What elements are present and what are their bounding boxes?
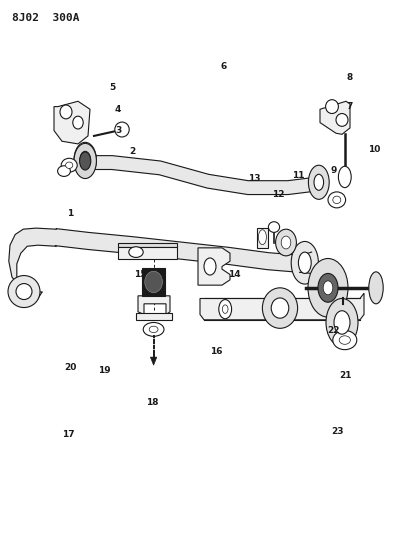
Ellipse shape: [326, 298, 358, 346]
Ellipse shape: [326, 100, 338, 114]
Text: 1: 1: [67, 209, 73, 217]
Ellipse shape: [328, 192, 346, 208]
Ellipse shape: [298, 252, 311, 273]
Ellipse shape: [129, 247, 143, 257]
Text: 3: 3: [115, 126, 121, 135]
Ellipse shape: [8, 276, 40, 308]
Ellipse shape: [308, 165, 329, 199]
Ellipse shape: [58, 166, 70, 176]
Ellipse shape: [80, 152, 91, 170]
Ellipse shape: [115, 122, 129, 137]
Ellipse shape: [291, 241, 318, 284]
Ellipse shape: [333, 330, 357, 350]
Ellipse shape: [281, 236, 291, 249]
Bar: [118, 247, 177, 259]
Text: 18: 18: [146, 398, 158, 407]
Ellipse shape: [204, 258, 216, 275]
Bar: [136, 313, 172, 320]
Text: 13: 13: [248, 174, 260, 183]
Polygon shape: [86, 156, 318, 195]
Text: 17: 17: [62, 430, 74, 439]
Ellipse shape: [60, 105, 72, 119]
Ellipse shape: [145, 271, 162, 293]
Polygon shape: [200, 293, 364, 320]
Ellipse shape: [149, 326, 158, 333]
Text: 14: 14: [228, 270, 240, 279]
Ellipse shape: [323, 281, 333, 295]
Polygon shape: [9, 228, 56, 298]
Text: 5: 5: [109, 84, 115, 92]
Ellipse shape: [314, 174, 324, 190]
Ellipse shape: [222, 305, 228, 313]
Polygon shape: [118, 243, 177, 247]
Ellipse shape: [268, 222, 280, 232]
Ellipse shape: [74, 142, 96, 177]
Ellipse shape: [276, 229, 296, 256]
Text: 23: 23: [332, 427, 344, 436]
Text: 7: 7: [347, 102, 353, 111]
Ellipse shape: [219, 300, 232, 319]
Text: 8: 8: [347, 73, 353, 82]
Ellipse shape: [262, 288, 298, 328]
Ellipse shape: [334, 311, 350, 334]
Ellipse shape: [258, 230, 266, 245]
Ellipse shape: [339, 336, 350, 344]
Bar: [257, 228, 268, 248]
Text: 8J02  300A: 8J02 300A: [12, 13, 80, 23]
Text: 4: 4: [115, 105, 121, 114]
Polygon shape: [56, 229, 300, 272]
Text: 20: 20: [64, 364, 76, 372]
Ellipse shape: [16, 284, 32, 300]
Text: 12: 12: [272, 190, 284, 199]
Ellipse shape: [143, 322, 164, 336]
Bar: [142, 268, 165, 296]
Ellipse shape: [66, 162, 73, 168]
Text: 11: 11: [292, 172, 304, 180]
Text: 22: 22: [328, 326, 340, 335]
Text: 19: 19: [98, 366, 110, 375]
Ellipse shape: [73, 116, 83, 129]
Ellipse shape: [74, 143, 96, 179]
Polygon shape: [150, 357, 157, 365]
Ellipse shape: [80, 151, 90, 168]
Polygon shape: [54, 101, 90, 144]
Text: 16: 16: [210, 348, 222, 356]
Polygon shape: [198, 248, 230, 285]
Ellipse shape: [369, 272, 383, 304]
Text: 9: 9: [331, 166, 337, 175]
Ellipse shape: [271, 298, 289, 318]
Ellipse shape: [336, 114, 348, 126]
Ellipse shape: [318, 273, 338, 302]
Ellipse shape: [338, 166, 351, 188]
Polygon shape: [320, 101, 350, 134]
Polygon shape: [138, 296, 170, 314]
Text: 10: 10: [368, 145, 380, 154]
Ellipse shape: [333, 196, 341, 204]
Ellipse shape: [61, 158, 77, 172]
Text: 15: 15: [134, 270, 146, 279]
Ellipse shape: [308, 259, 348, 317]
Text: 2: 2: [129, 148, 135, 156]
Text: 21: 21: [340, 372, 352, 380]
Text: 6: 6: [221, 62, 227, 71]
